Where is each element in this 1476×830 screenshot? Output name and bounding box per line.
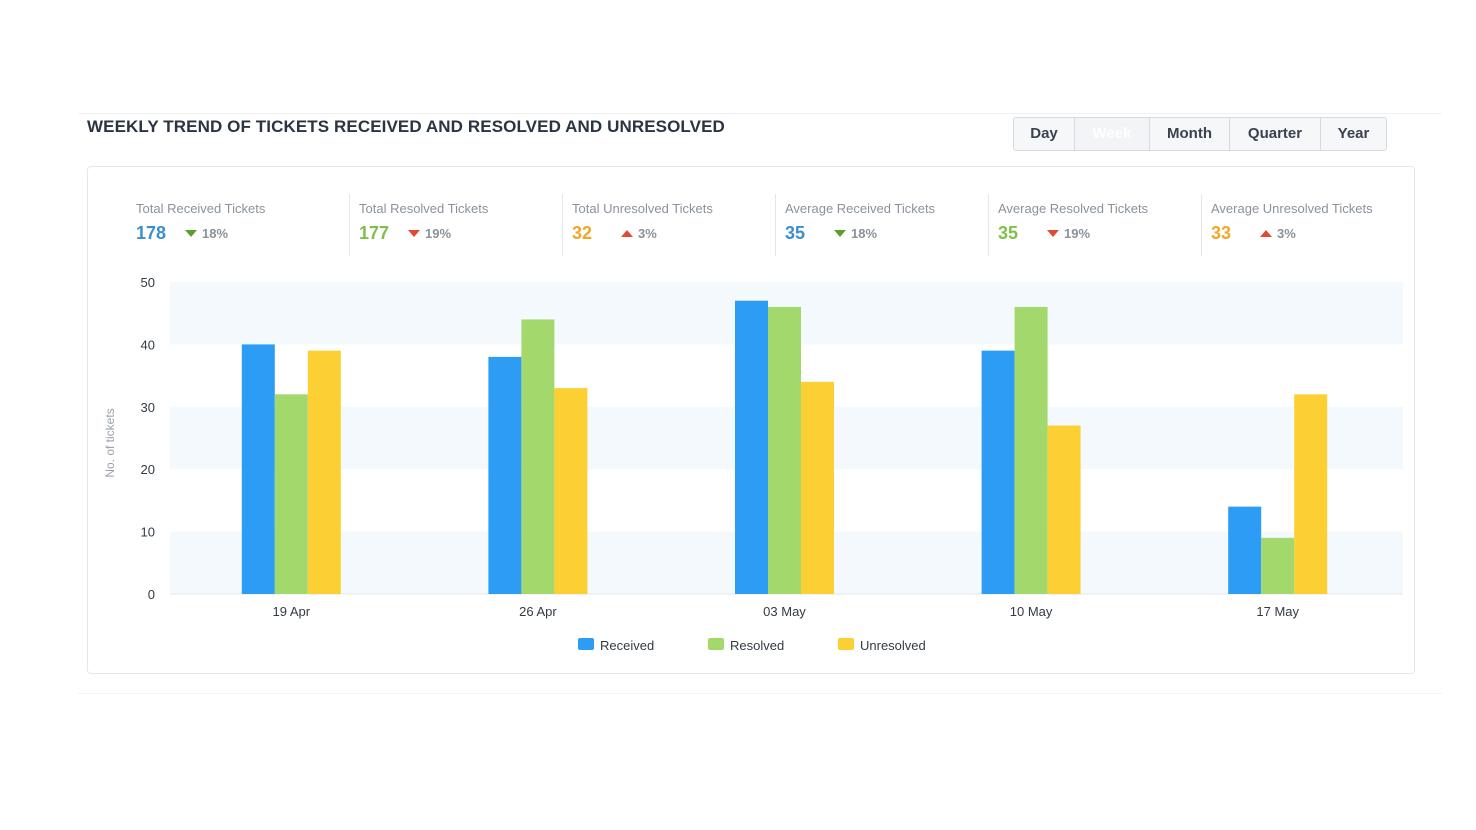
- range-week-button[interactable]: Week: [1075, 118, 1150, 150]
- bar-unresolved: [554, 388, 588, 594]
- stat-card: Average Resolved Tickets 35 19%: [988, 194, 1201, 256]
- bar-unresolved: [307, 350, 341, 594]
- y-axis-label: No. of tickets: [103, 408, 117, 477]
- bar-resolved: [1261, 537, 1295, 594]
- stat-change: 19%: [1064, 226, 1091, 241]
- stat-label: Total Unresolved Tickets: [572, 201, 713, 216]
- range-month-button[interactable]: Month: [1150, 118, 1230, 150]
- stat-label: Total Resolved Tickets: [359, 201, 489, 216]
- trend-down-icon: [185, 230, 197, 237]
- bar-received: [1228, 506, 1262, 594]
- legend-label-received: Received: [600, 638, 654, 653]
- stat-value: 32: [572, 223, 593, 243]
- stat-card: Average Unresolved Tickets 33 3%: [1201, 194, 1414, 256]
- y-tick-label: 10: [141, 525, 155, 540]
- bar-received: [241, 344, 275, 594]
- stat-card: Average Received Tickets 35 18%: [775, 194, 988, 256]
- stat-value-row: 35 19%: [998, 223, 1201, 244]
- stat-label: Average Unresolved Tickets: [1211, 201, 1373, 216]
- stat-value: 33: [1211, 223, 1232, 243]
- trend-down-icon: [1047, 230, 1059, 237]
- trend-down-icon: [408, 230, 420, 237]
- bottom-divider: [78, 693, 1442, 694]
- stat-value-row: 33 3%: [1211, 223, 1414, 244]
- stat-value: 178: [136, 223, 167, 243]
- y-tick-label: 50: [141, 275, 155, 290]
- stat-value-row: 177 19%: [359, 223, 562, 244]
- x-tick-label: 19 Apr: [273, 604, 311, 619]
- bar-resolved: [1014, 306, 1048, 594]
- bar-received: [488, 356, 522, 594]
- range-year-button[interactable]: Year: [1337, 125, 1370, 142]
- range-day-button[interactable]: Day: [1014, 118, 1075, 150]
- bar-unresolved: [1047, 425, 1081, 594]
- bar-unresolved: [1294, 394, 1328, 594]
- stat-change: 3%: [638, 226, 657, 241]
- legend-label-resolved: Resolved: [730, 638, 784, 653]
- trend-up-icon: [1260, 230, 1272, 237]
- bar-resolved: [274, 394, 308, 594]
- stat-value: 35: [998, 223, 1019, 243]
- x-tick-label: 03 May: [763, 604, 806, 619]
- stat-change: 19%: [425, 226, 452, 241]
- x-tick-label: 26 Apr: [519, 604, 557, 619]
- stat-card: Total Received Tickets 178 18%: [136, 194, 349, 256]
- stats-row: Total Received Tickets 178 18% Total Resolv…: [136, 194, 1414, 256]
- x-tick-label: 10 May: [1010, 604, 1053, 619]
- y-tick-label: 40: [141, 337, 155, 352]
- range-quarter-button[interactable]: Quarter: [1230, 118, 1321, 150]
- chart-title: WEEKLY TREND OF TICKETS RECEIVED AND RES…: [87, 117, 725, 136]
- stat-card: Total Resolved Tickets 177 19%: [349, 194, 562, 256]
- stat-label: Average Received Tickets: [785, 201, 936, 216]
- trend-up-icon: [621, 230, 633, 237]
- legend-swatch-resolved: [708, 638, 724, 650]
- y-tick-label: 30: [141, 400, 155, 415]
- y-tick-label: 0: [148, 587, 155, 602]
- stat-value-row: 178 18%: [136, 223, 349, 244]
- stat-value-row: 32 3%: [572, 223, 775, 244]
- bar-resolved: [768, 306, 801, 594]
- stat-change: 3%: [1277, 226, 1296, 241]
- stat-value-row: 35 18%: [785, 223, 988, 244]
- stat-label: Average Resolved Tickets: [998, 201, 1149, 216]
- top-divider: [78, 113, 1442, 114]
- bar-received: [981, 350, 1015, 594]
- stat-label: Total Received Tickets: [136, 201, 266, 216]
- y-tick-label: 20: [141, 462, 155, 477]
- stat-change: 18%: [202, 226, 229, 241]
- stat-change: 18%: [851, 226, 878, 241]
- bar-resolved: [521, 319, 555, 594]
- stat-card: Total Unresolved Tickets 32 3%: [562, 194, 775, 256]
- stat-value: 177: [359, 223, 390, 243]
- bar-unresolved: [801, 381, 834, 594]
- legend-label-unresolved: Unresolved: [860, 638, 926, 653]
- trend-down-icon: [834, 230, 846, 237]
- time-range-selector: Day Week Month Quarter Year: [1013, 117, 1387, 151]
- bar-received: [735, 300, 768, 594]
- legend-swatch-unresolved: [838, 638, 854, 650]
- legend-swatch-received: [578, 638, 594, 650]
- x-tick-label: 17 May: [1256, 604, 1299, 619]
- stat-value: 35: [785, 223, 806, 243]
